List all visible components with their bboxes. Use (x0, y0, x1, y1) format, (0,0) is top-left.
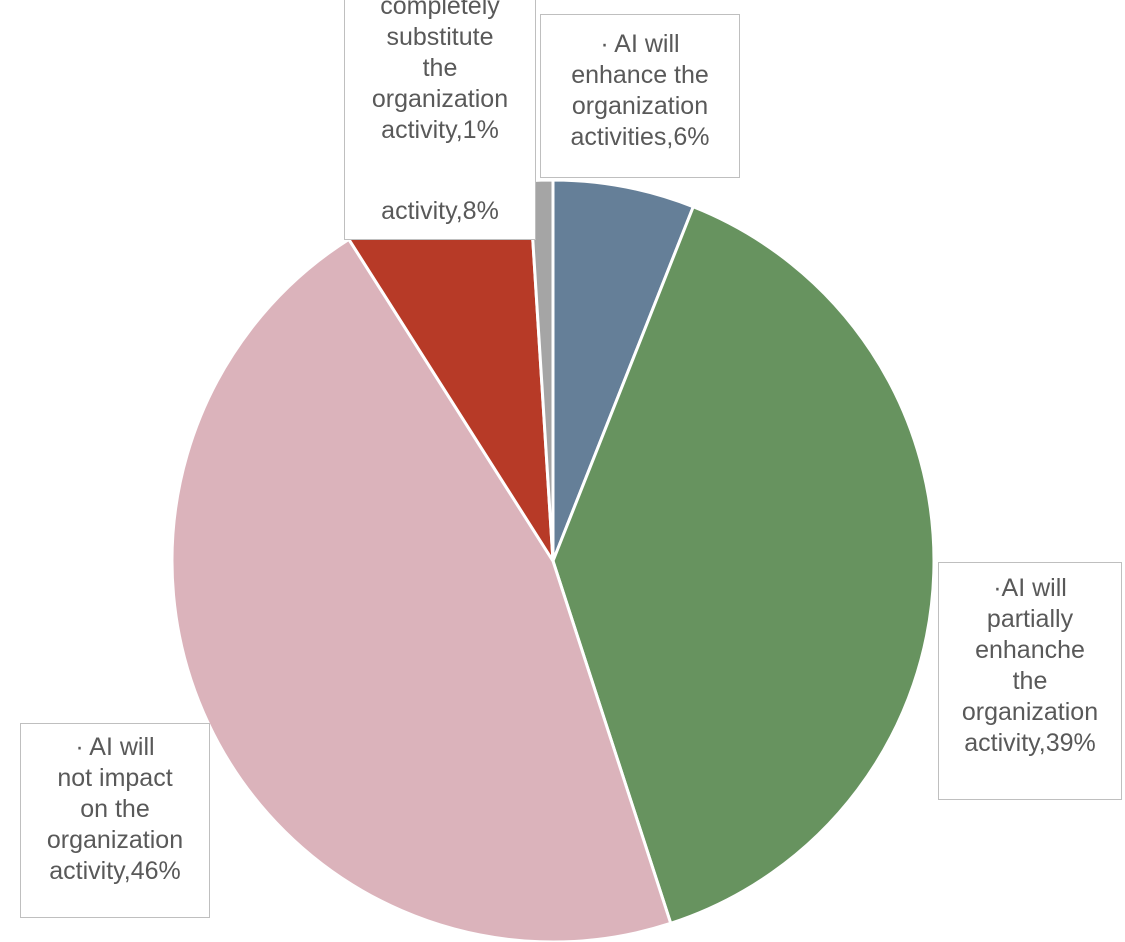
data-label-substitute: completely substitute the organization a… (344, 0, 536, 240)
pie-slice-b (551, 204, 936, 926)
data-label-partially-enhance-category: ·AI will partially enhanche the organiza… (961, 574, 1099, 757)
data-label-enhance-category: · AI will enhance the organization activ… (570, 30, 710, 151)
data-label-enhance: · AI will enhance the organization activ… (540, 14, 740, 178)
pie-slice-a (551, 178, 696, 562)
data-label-partial-substitute-category: activity,8% (381, 197, 499, 225)
data-label-substitute-block: completely substitute the organization a… (345, 0, 535, 146)
data-label-partially-enhance: ·AI will partially enhanche the organiza… (938, 562, 1122, 800)
data-label-partial-substitute-block: activity,8% (345, 196, 535, 227)
data-label-substitute-category: completely substitute the organization a… (371, 0, 509, 144)
data-label-not-impact: · AI will not impact on the organization… (20, 723, 210, 918)
data-label-not-impact-category: · AI will not impact on the organization… (46, 733, 184, 885)
